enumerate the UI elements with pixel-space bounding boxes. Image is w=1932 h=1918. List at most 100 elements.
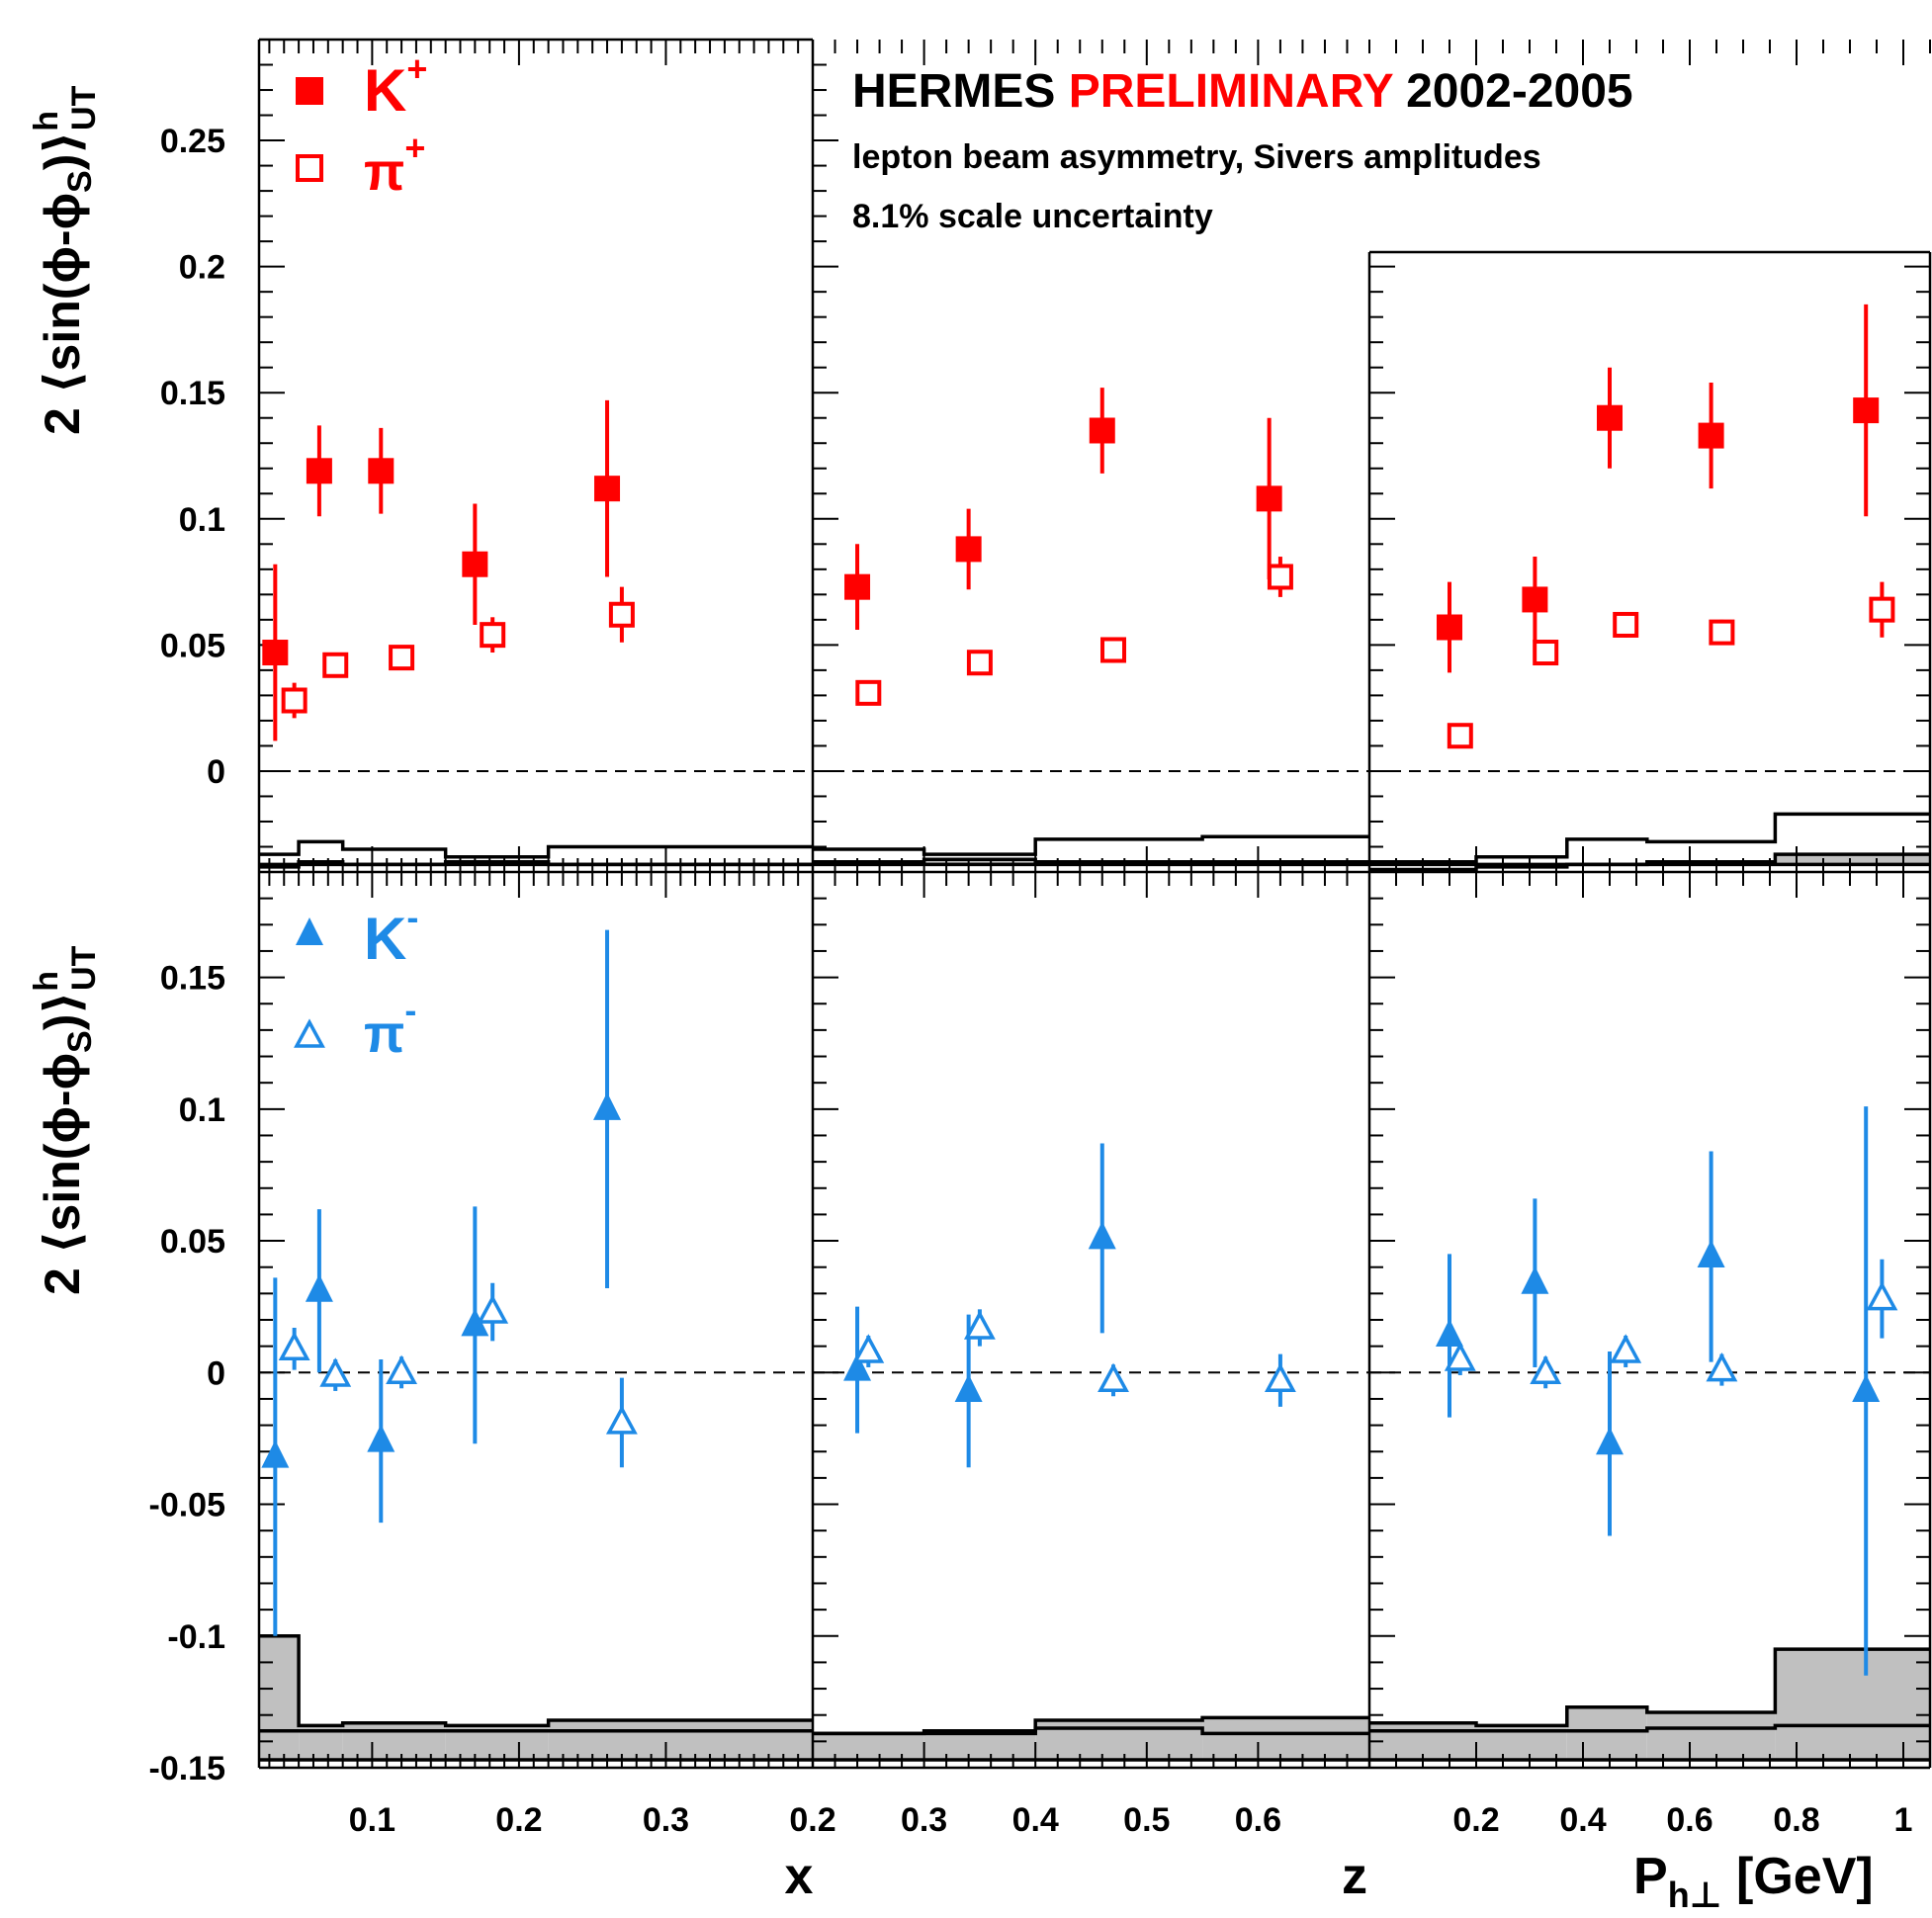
band-bottom-z-2 <box>1035 1720 1203 1761</box>
point-K--pt-0 <box>1436 1318 1463 1347</box>
point-pi--pt-0 <box>1444 1342 1476 1371</box>
band-bottom-z-3 <box>1202 1717 1369 1761</box>
x-tick-label-z-2: 0.4 <box>1012 1801 1059 1839</box>
band-outline-bottom-pt <box>1369 1647 1930 1728</box>
legend-label-kminus: K- <box>364 897 418 972</box>
point-pi+-z-0 <box>855 679 882 706</box>
point-pi--z-1 <box>963 1310 996 1340</box>
x-axis-title-z: z <box>1342 1848 1367 1905</box>
point-K--x-0 <box>261 1439 290 1468</box>
legend-marker-kminus <box>296 917 323 945</box>
legend-marker-kplus <box>296 77 323 105</box>
point-K--pt-4 <box>1852 1373 1881 1402</box>
y-tick-label-bottom-4: 0.05 <box>160 1223 225 1261</box>
band-bottom-pt-4 <box>1775 1649 1930 1761</box>
x-tick-label-x-0: 0.1 <box>349 1801 395 1839</box>
figure-subtitle-2: 8.1% scale uncertainty <box>852 198 1213 235</box>
band-outline2-top-x <box>259 839 813 859</box>
band-outline2-bottom-pt <box>1369 1723 1930 1733</box>
x-tick-label-pt-2: 0.6 <box>1666 1801 1712 1839</box>
band-bottom-x-0 <box>259 1635 300 1761</box>
point-K+-z-2 <box>1089 417 1115 444</box>
panel-frames <box>257 38 1932 1770</box>
band-bottom-pt-2 <box>1566 1706 1647 1761</box>
band-top-pt-4 <box>1775 854 1930 865</box>
x-axis-title-x: x <box>785 1848 814 1905</box>
band-outline2-top-z <box>813 834 1369 856</box>
point-pi+-x-0 <box>281 687 307 714</box>
legend-label-piminus: π- <box>364 990 416 1064</box>
point-K+-x-3 <box>462 551 488 577</box>
point-K+-x-4 <box>594 476 621 502</box>
point-pi--z-0 <box>852 1334 885 1363</box>
legend-marker-piplus <box>296 154 323 182</box>
x-tick-label-z-1: 0.3 <box>901 1801 947 1839</box>
legend-label-kplus: K+ <box>364 48 427 124</box>
band-bottom-z-0 <box>813 1733 924 1761</box>
point-K--pt-1 <box>1521 1265 1549 1294</box>
point-pi+-x-4 <box>608 601 635 628</box>
point-K--x-3 <box>461 1308 489 1337</box>
band-outline2-bottom-z <box>813 1726 1369 1736</box>
point-pi+-pt-3 <box>1709 619 1735 646</box>
x-tick-label-x-1: 0.2 <box>495 1801 542 1839</box>
point-K--pt-2 <box>1596 1427 1624 1455</box>
x-tick-label-pt-3: 0.8 <box>1773 1801 1819 1839</box>
point-pi+-pt-1 <box>1533 640 1559 666</box>
x-tick-label-pt-4: 1 <box>1894 1801 1913 1839</box>
point-pi+-pt-0 <box>1447 723 1473 749</box>
point-pi+-x-1 <box>322 652 349 678</box>
y-tick-label-top-4: 0.2 <box>179 249 225 287</box>
point-pi--z-2 <box>1098 1362 1129 1393</box>
y-tick-label-top-3: 0.15 <box>160 375 225 412</box>
y-tick-label-top-5: 0.25 <box>160 123 225 160</box>
band-bottom-x-4 <box>548 1720 813 1761</box>
systematic-bands <box>259 812 1930 1762</box>
figure-subtitle-1: lepton beam asymmetry, Sivers amplitudes <box>852 138 1541 176</box>
point-K--pt-3 <box>1697 1240 1725 1268</box>
point-pi--x-3 <box>477 1294 509 1324</box>
point-K+-x-1 <box>306 458 332 484</box>
x-tick-label-x-2: 0.3 <box>643 1801 689 1839</box>
point-pi--pt-2 <box>1610 1334 1642 1363</box>
x-axis-title-pt: Ph⊥ [GeV] <box>1633 1848 1874 1915</box>
point-pi--x-4 <box>605 1405 638 1435</box>
point-pi+-pt-4 <box>1869 596 1895 623</box>
point-K--x-2 <box>367 1424 395 1452</box>
band-bottom-pt-3 <box>1646 1712 1776 1761</box>
band-bottom-x-2 <box>342 1722 446 1761</box>
band-outline-bottom-x <box>259 1634 813 1728</box>
legend-bottom: K- π- <box>294 897 418 1064</box>
y-tick-label-top-2: 0.1 <box>179 501 225 539</box>
point-K+-z-1 <box>955 536 982 563</box>
x-tick-label-z-4: 0.6 <box>1235 1801 1281 1839</box>
legend-top: K+ π+ <box>296 48 427 202</box>
point-K+-pt-2 <box>1597 404 1623 431</box>
legend-marker-piminus <box>294 1018 325 1048</box>
point-K--z-0 <box>843 1352 872 1381</box>
point-K--x-4 <box>593 1091 622 1120</box>
point-pi--pt-3 <box>1706 1351 1738 1382</box>
y-tick-label-bottom-5: 0.1 <box>179 1091 225 1129</box>
point-K--z-2 <box>1088 1221 1116 1250</box>
point-pi+-x-3 <box>480 622 506 649</box>
axes-and-ticks: 0 0.05 0.1 0.15 0.2 0.25 0.1 0.2 0.3 0.2 0.3 0.4 0.5… <box>149 40 1931 1839</box>
band-bottom-pt-0 <box>1369 1722 1476 1761</box>
y-tick-label-top-1: 0.05 <box>160 627 225 664</box>
point-pi--x-1 <box>319 1357 352 1387</box>
y-tick-label-bottom-2: -0.05 <box>149 1487 226 1525</box>
band-outline-top-z <box>813 857 1369 864</box>
x-tick-label-z-0: 0.2 <box>789 1801 835 1839</box>
point-K+-pt-3 <box>1698 422 1724 449</box>
point-K+-pt-4 <box>1853 397 1880 424</box>
point-K+-pt-0 <box>1437 614 1462 641</box>
point-K--z-1 <box>954 1373 983 1402</box>
y-tick-label-bottom-6: 0.15 <box>160 960 225 998</box>
x-tick-label-pt-1: 0.4 <box>1559 1801 1606 1839</box>
point-pi--x-2 <box>386 1354 418 1385</box>
figure-title: HERMES PRELIMINARY 2002-2005 <box>852 65 1633 118</box>
point-K+-x-0 <box>262 640 289 666</box>
point-pi--x-0 <box>278 1331 310 1361</box>
point-K+-x-2 <box>368 458 395 484</box>
band-top-z-1 <box>923 859 1036 865</box>
